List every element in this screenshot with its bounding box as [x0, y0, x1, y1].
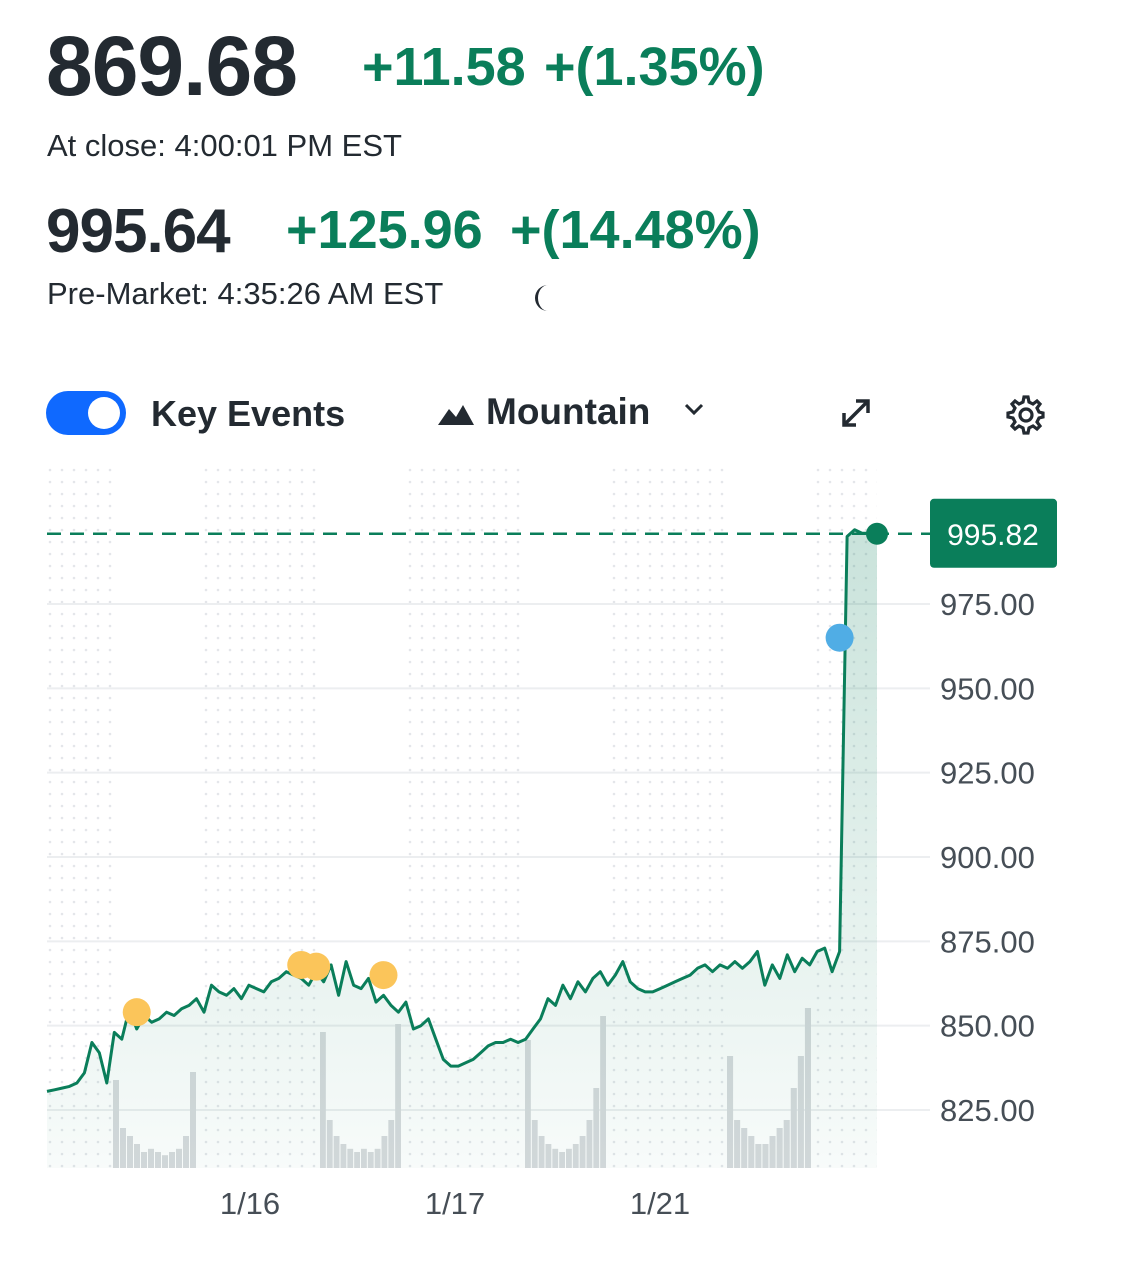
y-axis-labels: 975.00 950.00 925.00 900.00 875.00 850.00 825.… [940, 587, 1035, 1128]
news-event-marker[interactable] [825, 623, 854, 652]
premarket-price: 995.64 [46, 197, 231, 266]
chart-type-label: Mountain [486, 391, 651, 432]
chevron-down-icon [684, 403, 704, 416]
dividend-event-marker[interactable] [122, 998, 151, 1027]
x-axis-labels: 1/16 1/17 1/21 [220, 1186, 690, 1221]
chart-toolbar: Key Events Mountain [46, 385, 1056, 445]
y-tick-label: 900.00 [940, 840, 1035, 875]
price-line [46, 528, 878, 1093]
key-events [122, 623, 854, 1027]
expand-icon[interactable] [838, 395, 874, 436]
y-tick-label: 825.00 [940, 1093, 1035, 1128]
price-area [47, 529, 877, 1168]
regular-price: 869.68 [46, 19, 298, 113]
y-tick-label: 850.00 [940, 1009, 1035, 1044]
y-tick-label: 950.00 [940, 671, 1035, 706]
x-tick-label: 1/17 [425, 1186, 485, 1221]
dividend-event-marker[interactable] [302, 952, 331, 981]
regular-change: +11.58 [362, 37, 526, 97]
x-tick-label: 1/21 [630, 1186, 690, 1221]
current-price-badge: 995.82 [930, 498, 1057, 568]
premarket-change-percent: +(14.48%) [510, 200, 761, 260]
current-price-value: 995.82 [947, 519, 1039, 552]
key-events-label: Key Events [151, 393, 346, 434]
premarket-timestamp: Pre-Market: 4:35:26 AM EST [47, 276, 444, 311]
close-timestamp: At close: 4:00:01 PM EST [47, 128, 402, 163]
last-price-dot [866, 522, 888, 545]
regular-change-percent: +(1.35%) [544, 37, 765, 97]
y-tick-label: 975.00 [940, 587, 1035, 622]
y-tick-label: 875.00 [940, 924, 1035, 959]
toggle-knob [88, 397, 120, 429]
dividend-event-marker[interactable] [369, 961, 398, 990]
mountain-icon [438, 405, 474, 425]
premarket-change: +125.96 [286, 200, 483, 260]
settings-gear-icon[interactable] [1003, 393, 1045, 440]
moon-icon [528, 282, 554, 319]
session-band [47, 462, 113, 1168]
y-tick-label: 925.00 [940, 756, 1035, 791]
price-chart[interactable]: 975.00 950.00 925.00 900.00 875.00 850.00 825.… [0, 450, 1138, 1250]
key-events-toggle[interactable] [46, 391, 126, 435]
x-tick-label: 1/16 [220, 1186, 280, 1221]
